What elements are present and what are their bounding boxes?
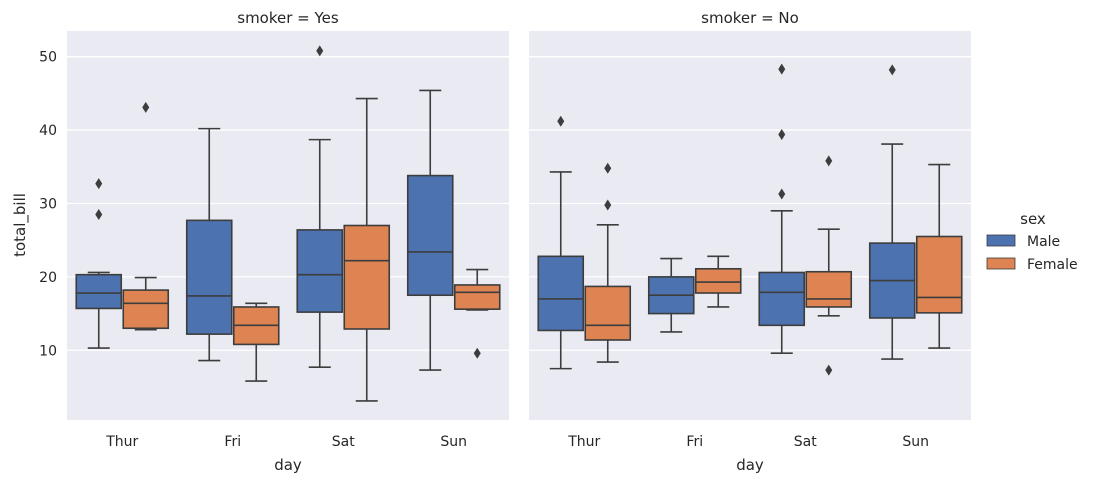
box-male-sun bbox=[406, 89, 454, 371]
outlier-point bbox=[778, 63, 786, 75]
outlier-point bbox=[604, 199, 612, 211]
box-iqr bbox=[805, 270, 853, 308]
y-tick-label: 20 bbox=[39, 270, 57, 286]
x-tick-label: Sat bbox=[794, 434, 817, 450]
outlier-point bbox=[888, 64, 896, 76]
box-female-fri bbox=[694, 255, 742, 308]
box-male-thur bbox=[537, 115, 585, 370]
box-iqr bbox=[758, 271, 806, 327]
x-tick-label: Sat bbox=[332, 434, 355, 450]
outlier-point bbox=[95, 208, 103, 220]
box-male-thur bbox=[75, 178, 123, 349]
legend-swatch-female bbox=[986, 257, 1016, 270]
outlier-point bbox=[778, 128, 786, 140]
panel-smoker-no: smoker = No Thur Fri Sat Sun day bbox=[529, 9, 971, 474]
outlier-point bbox=[604, 162, 612, 174]
box-iqr bbox=[296, 229, 344, 313]
outlier-point bbox=[316, 45, 324, 57]
legend-swatch-male bbox=[986, 234, 1016, 247]
x-tick-label: Fri bbox=[224, 434, 241, 450]
box-female-fri bbox=[232, 302, 280, 382]
box-iqr bbox=[453, 284, 501, 310]
panel-smoker-yes: 10 20 30 40 50 smoker = Yes Thur Fri Sat Sun day bbox=[39, 9, 509, 474]
y-tick-label: 50 bbox=[39, 50, 57, 66]
legend: sex Male Female bbox=[986, 210, 1078, 273]
box-iqr bbox=[694, 268, 742, 294]
box-male-sat bbox=[758, 63, 806, 355]
plot-background bbox=[529, 31, 971, 420]
y-tick-label: 30 bbox=[39, 196, 57, 212]
outlier-point bbox=[473, 347, 481, 359]
legend-label-female: Female bbox=[1027, 257, 1078, 273]
box-male-sat bbox=[296, 45, 344, 368]
x-axis-label: day bbox=[274, 456, 302, 474]
box-iqr bbox=[343, 224, 391, 330]
legend-entries: Male Female bbox=[986, 234, 1078, 273]
y-tick-label: 40 bbox=[39, 123, 57, 139]
box-iqr bbox=[122, 289, 170, 330]
box-male-fri bbox=[185, 127, 233, 362]
box-male-sun bbox=[868, 64, 916, 360]
legend-title: sex bbox=[1020, 210, 1046, 228]
x-tick-label: Sun bbox=[440, 434, 467, 450]
x-tick-label: Thur bbox=[567, 434, 600, 450]
box-female-sun bbox=[915, 163, 963, 349]
outlier-point bbox=[95, 178, 103, 190]
y-axis-label: total_bill bbox=[11, 193, 30, 257]
panel-title: smoker = Yes bbox=[237, 9, 339, 27]
x-tick-label: Fri bbox=[686, 434, 703, 450]
box-iqr bbox=[537, 255, 585, 332]
y-tick-label: 10 bbox=[39, 343, 57, 359]
box-female-sat bbox=[805, 155, 853, 376]
panel-title: smoker = No bbox=[701, 9, 799, 27]
box-female-sun bbox=[453, 268, 501, 359]
outlier-point bbox=[825, 364, 833, 376]
outlier-point bbox=[557, 115, 565, 127]
box-iqr bbox=[915, 235, 963, 314]
x-tick-label: Sun bbox=[902, 434, 929, 450]
box-female-thur bbox=[122, 101, 170, 331]
box-iqr bbox=[584, 285, 632, 341]
outlier-point bbox=[142, 101, 150, 113]
x-axis-label: day bbox=[736, 456, 764, 474]
box-iqr bbox=[75, 273, 123, 310]
outlier-point bbox=[825, 155, 833, 167]
outlier-point bbox=[778, 188, 786, 200]
x-tick-label: Thur bbox=[105, 434, 138, 450]
box-female-thur bbox=[584, 162, 632, 363]
box-iqr bbox=[406, 174, 454, 297]
box-female-sat bbox=[343, 97, 391, 402]
box-iqr bbox=[185, 219, 233, 335]
box-male-fri bbox=[647, 257, 695, 333]
legend-label-male: Male bbox=[1027, 234, 1060, 250]
